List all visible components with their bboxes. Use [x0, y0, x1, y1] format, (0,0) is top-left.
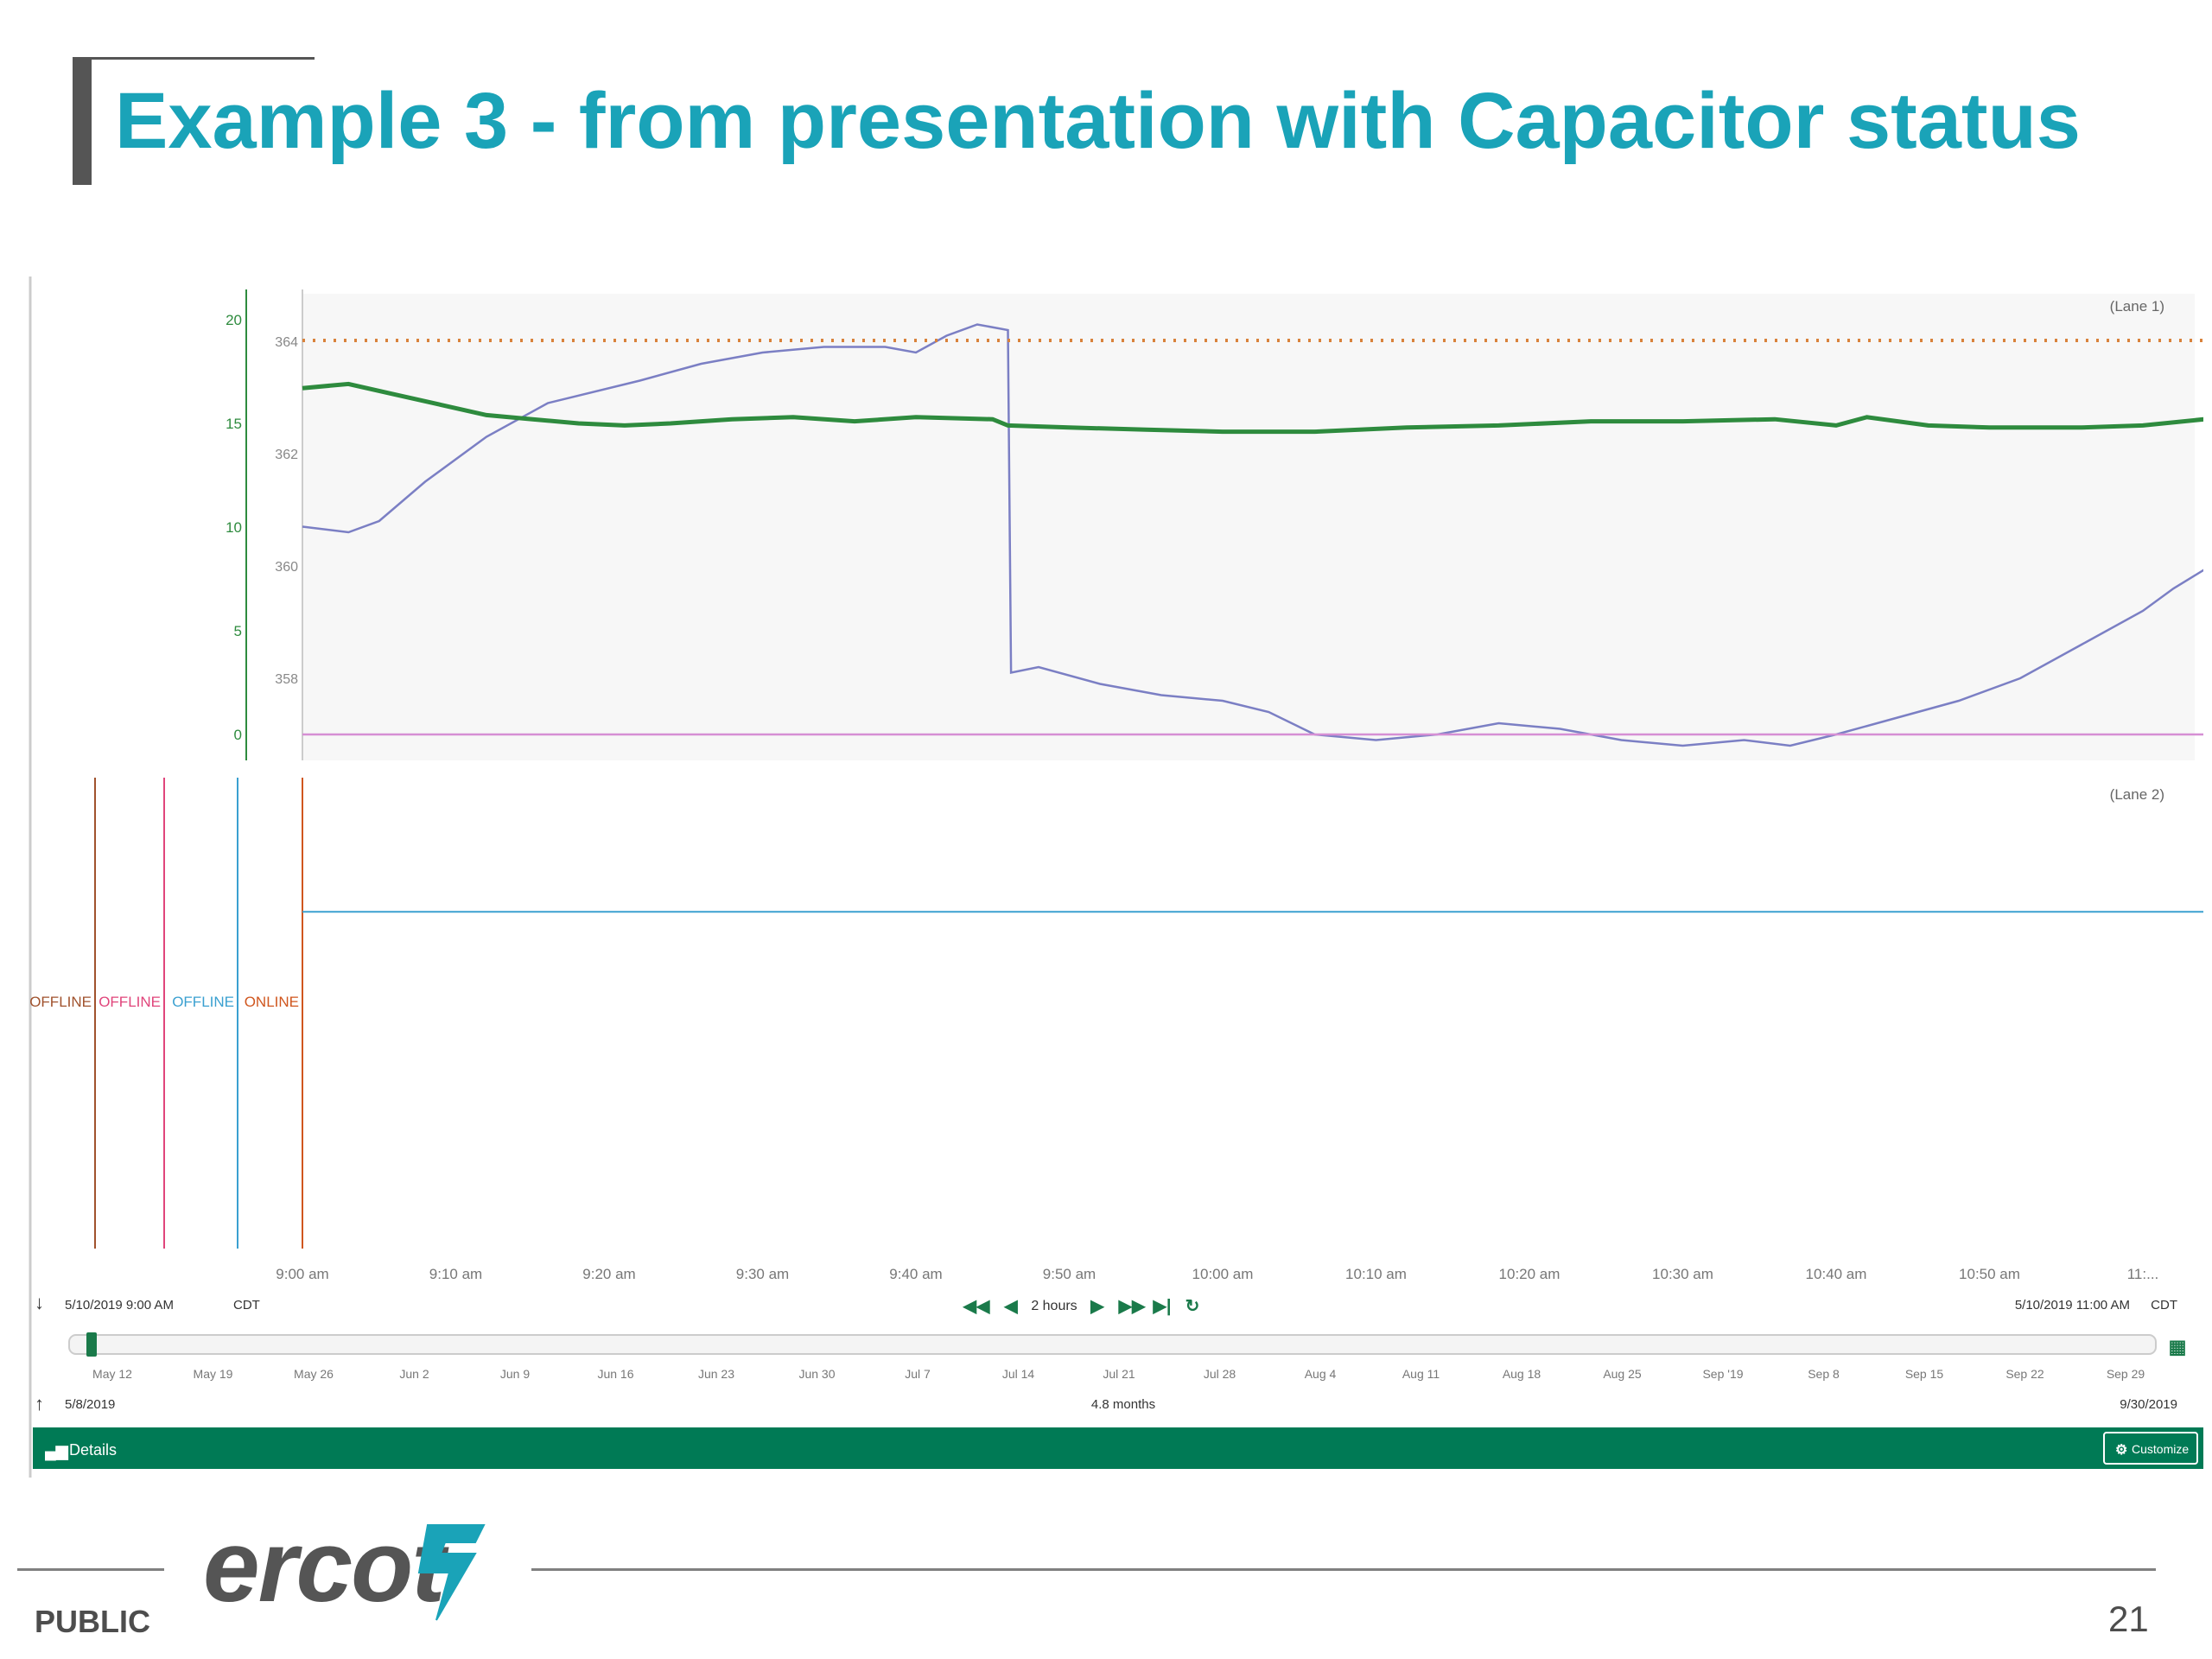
x-tick-label: 11:... — [2127, 1266, 2159, 1282]
x-tick-label: 9:20 am — [582, 1266, 635, 1282]
x-tick-label: 9:00 am — [276, 1266, 328, 1282]
lane-2-status-label: OFFLINE — [29, 994, 92, 1010]
overview-tick-label: May 26 — [294, 1367, 334, 1381]
public-label: PUBLIC — [35, 1604, 150, 1639]
footer-divider-left — [17, 1568, 164, 1571]
range-start-arrow-icon: ↓ — [35, 1292, 44, 1313]
x-tick-label: 10:30 am — [1652, 1266, 1713, 1282]
lane-1-left-tick-label: 15 — [226, 416, 242, 432]
x-tick-label: 9:30 am — [736, 1266, 789, 1282]
footer-divider-right — [531, 1568, 2156, 1571]
overview-zoom-icon[interactable]: ▦ — [2169, 1336, 2187, 1357]
bar-chart-icon[interactable]: ▄▆ — [45, 1442, 69, 1461]
details-toolbar — [33, 1427, 2203, 1469]
customize-button[interactable] — [2103, 1432, 2198, 1465]
overview-tick-label: Jun 16 — [597, 1367, 633, 1381]
lane-1-second-tick-label: 360 — [275, 560, 298, 575]
x-tick-label: 10:00 am — [1192, 1266, 1254, 1282]
details-button[interactable]: Details — [69, 1441, 117, 1459]
overview-tick-label: Jun 9 — [500, 1367, 530, 1381]
logo-wordmark: ercot — [203, 1510, 446, 1624]
lane-1-series-green — [302, 381, 2203, 435]
lane-1-second-tick-label: 364 — [275, 335, 298, 350]
x-tick-label: 10:20 am — [1499, 1266, 1560, 1282]
trend-chart[interactable]: (Lane 1) 0 5 10 15 20 358 360 362 364 (Lane 2) OFFL… — [26, 276, 2203, 1478]
lane-1-second-tick-label: 358 — [275, 672, 298, 687]
x-tick-label: 9:40 am — [889, 1266, 942, 1282]
lane-2-label: (Lane 2) — [2110, 786, 2164, 803]
range-end-timezone-link[interactable]: CDT — [2151, 1298, 2177, 1313]
lane-1-left-tick-label: 20 — [226, 312, 242, 328]
overview-slider-handle[interactable] — [86, 1332, 97, 1357]
lane-2-status-label: OFFLINE — [172, 994, 234, 1010]
window-size-label[interactable]: 2 hours — [1031, 1299, 1077, 1313]
overview-tick-label: Sep '19 — [1702, 1367, 1743, 1381]
jump-to-end-icon[interactable]: ▶| — [1153, 1297, 1172, 1316]
trend-chart-svg[interactable]: (Lane 1) 0 5 10 15 20 358 360 362 364 (Lane 2) OFFL… — [26, 276, 2203, 1478]
title-accent-bar — [73, 57, 92, 185]
lane-1-left-tick-label: 5 — [234, 623, 242, 639]
customize-button-label[interactable]: Customize — [2132, 1442, 2189, 1456]
range-start-label: 5/10/2019 9:00 AM — [65, 1298, 174, 1313]
overview-span-label: 4.8 months — [1091, 1397, 1155, 1412]
lane-1-left-tick-label: 0 — [234, 727, 242, 743]
overview-tick-label: Jul 14 — [1002, 1367, 1035, 1381]
overview-tick-label: Sep 22 — [2005, 1367, 2044, 1381]
overview-tick-label: Aug 4 — [1305, 1367, 1337, 1381]
overview-tick-label: Jul 28 — [1204, 1367, 1236, 1381]
page-number: 21 — [2108, 1599, 2149, 1639]
overview-tick-label: May 12 — [92, 1367, 132, 1381]
lane-1-series-voltage — [302, 323, 2203, 747]
rewind-icon[interactable]: ◀◀ — [963, 1297, 990, 1316]
title-accent-line — [73, 57, 315, 60]
x-tick-label: 9:10 am — [429, 1266, 482, 1282]
lane-2-status-label: OFFLINE — [99, 994, 161, 1010]
lane-1-label: (Lane 1) — [2110, 298, 2164, 315]
lightning-bolt-icon — [417, 1524, 486, 1621]
step-forward-icon[interactable]: ▶ — [1090, 1297, 1105, 1316]
overview-tick-label: Jun 2 — [399, 1367, 429, 1381]
x-tick-label: 10:10 am — [1345, 1266, 1407, 1282]
range-end-label: 5/10/2019 11:00 AM — [2015, 1298, 2130, 1313]
overview-tick-label: Aug 25 — [1603, 1367, 1642, 1381]
overview-tick-label: Jun 30 — [798, 1367, 835, 1381]
x-tick-label: 10:40 am — [1806, 1266, 1867, 1282]
overview-start-arrow-icon: ↑ — [35, 1393, 44, 1414]
overview-tick-label: May 19 — [194, 1367, 233, 1381]
gear-icon[interactable]: ⚙ — [2115, 1443, 2127, 1458]
slide-title: Example 3 - from presentation with Capac… — [115, 77, 2081, 165]
lane-1-background — [302, 294, 2195, 760]
lane-1-left-tick-label: 10 — [226, 519, 242, 536]
step-back-icon[interactable]: ◀ — [1003, 1297, 1018, 1316]
fast-forward-icon[interactable]: ▶▶ — [1118, 1297, 1147, 1316]
refresh-icon[interactable]: ↻ — [1185, 1297, 1200, 1316]
overview-tick-label: Aug 11 — [1402, 1367, 1440, 1381]
overview-tick-label: Sep 15 — [1905, 1367, 1944, 1381]
ercot-logo: ercot — [203, 1508, 497, 1629]
overview-tick-label: Sep 8 — [1808, 1367, 1840, 1381]
overview-slider-track[interactable] — [68, 1334, 2157, 1355]
range-start-timezone-link[interactable]: CDT — [233, 1298, 260, 1313]
overview-tick-label: Jun 23 — [698, 1367, 734, 1381]
lane-2-status-label: ONLINE — [245, 994, 299, 1010]
overview-start-label: 5/8/2019 — [65, 1397, 115, 1412]
lane-1-second-tick-label: 362 — [275, 448, 298, 462]
overview-end-label: 9/30/2019 — [2120, 1397, 2177, 1412]
x-tick-label: 10:50 am — [1959, 1266, 2020, 1282]
x-tick-label: 9:50 am — [1043, 1266, 1096, 1282]
overview-tick-label: Jul 21 — [1103, 1367, 1135, 1381]
overview-tick-label: Aug 18 — [1503, 1367, 1541, 1381]
overview-tick-label: Jul 7 — [905, 1367, 931, 1381]
overview-tick-label: Sep 29 — [2107, 1367, 2145, 1381]
